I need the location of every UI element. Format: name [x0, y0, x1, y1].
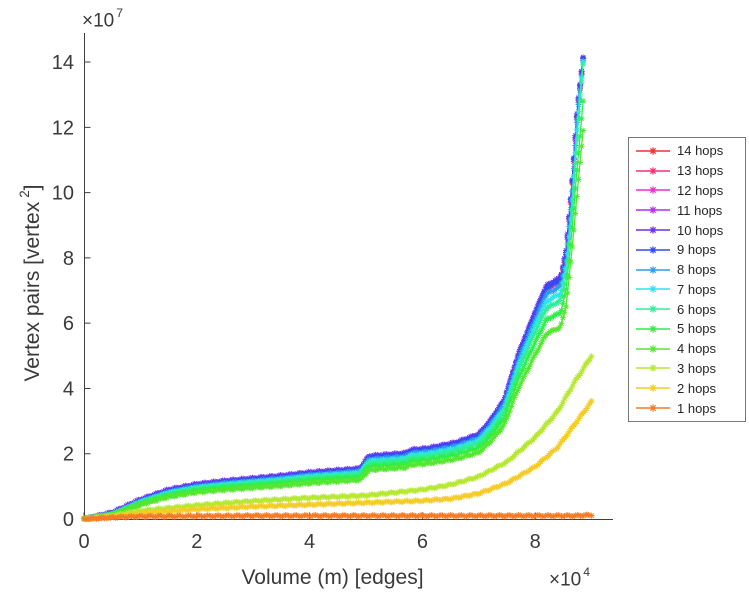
legend-sample-icon [636, 166, 670, 175]
legend-sample-icon [636, 325, 670, 333]
y-tick-label: 14 [52, 52, 74, 74]
legend-item-label: 14 hops [677, 143, 724, 159]
legend-item: 5 hops [634, 320, 743, 338]
legend-item: 11 hops [634, 201, 743, 219]
series-markers-11-hops [80, 55, 587, 522]
y-axis-multiplier-base: ×10 [82, 10, 115, 32]
legend-item-label: 3 hops [677, 360, 717, 376]
legend-item-label: 13 hops [677, 163, 724, 179]
legend-item: 7 hops [634, 280, 743, 298]
y-tick-label: 2 [63, 444, 74, 466]
series-markers-10-hops [80, 54, 587, 523]
legend-item: 13 hops [634, 162, 743, 180]
legend-item-label: 8 hops [677, 262, 717, 278]
legend-item: 8 hops [634, 261, 743, 279]
x-axis-multiplier: ×10 4 [549, 565, 590, 591]
legend-item: 6 hops [634, 300, 743, 318]
x-axis-multiplier-exponent: 4 [583, 565, 590, 580]
y-axis-label-exponent: 2 [16, 190, 32, 198]
y-tick-label: 10 [52, 183, 74, 205]
legend-sample-icon [636, 186, 670, 195]
legend-item-label: 2 hops [677, 380, 717, 396]
legend: 14 hops 13 hops 12 hops 11 hops 10 hops 9 hop… [628, 137, 746, 422]
legend-item: 4 hops [634, 340, 743, 358]
legend-item: 3 hops [634, 359, 743, 377]
series-markers-7-hops [80, 58, 587, 523]
legend-sample-icon [636, 226, 670, 234]
legend-item: 12 hops [634, 181, 743, 199]
series-markers-14-hops [80, 57, 587, 523]
legend-item-label: 4 hops [677, 341, 717, 357]
legend-sample-icon [636, 384, 670, 393]
legend-sample-icon [636, 305, 670, 313]
series-markers-6-hops [80, 61, 587, 523]
legend-item-label: 11 hops [677, 202, 723, 218]
y-tick-label: 12 [52, 117, 74, 139]
legend-item-label: 12 hops [677, 182, 724, 198]
series-markers-4-hops [80, 127, 587, 522]
legend-item: 1 hops [634, 399, 743, 417]
legend-item-label: 9 hops [677, 242, 717, 258]
series-line-5-hops [84, 100, 584, 520]
legend-sample-icon [636, 344, 670, 353]
series-line-11-hops [83, 58, 584, 520]
series-markers-13-hops [80, 57, 587, 523]
legend-item-label: 5 hops [677, 321, 717, 337]
series-line-13-hops [83, 60, 584, 520]
y-tick-label: 0 [63, 509, 74, 531]
legend-sample-icon [636, 147, 670, 155]
legend-item-label: 1 hops [677, 400, 717, 416]
y-axis-multiplier: ×10 7 [82, 6, 123, 32]
series-line-6-hops [83, 64, 584, 520]
series-markers-2-hops [80, 397, 595, 523]
y-tick-label: 4 [63, 378, 74, 400]
y-axis-label-text: Vertex pairs [vertex [21, 201, 44, 382]
y-tick-label: 8 [63, 248, 74, 270]
y-axis-label: Vertex pairs [vertex2] [16, 73, 45, 493]
series-markers-9-hops [80, 55, 587, 522]
y-tick-label: 6 [63, 313, 74, 335]
legend-sample-icon [636, 245, 670, 254]
legend-item: 14 hops [634, 142, 743, 160]
x-tick-label: 8 [530, 531, 541, 553]
x-tick-label: 2 [191, 531, 202, 553]
legend-item-label: 10 hops [677, 222, 724, 238]
series-line-12-hops [83, 58, 584, 520]
series-line-14-hops [83, 60, 584, 520]
series-line-10-hops [84, 57, 584, 520]
x-tick-label: 4 [304, 531, 315, 553]
legend-sample-icon [636, 265, 670, 274]
series-markers-12-hops [80, 55, 587, 523]
legend-sample-icon [636, 364, 670, 373]
legend-item: 9 hops [634, 241, 743, 259]
legend-sample-icon [636, 285, 670, 294]
series-line-8-hops [84, 60, 584, 520]
legend-item-label: 7 hops [677, 281, 717, 297]
legend-item: 10 hops [634, 221, 743, 239]
series-line-9-hops [83, 58, 584, 520]
axes [84, 33, 613, 520]
x-axis-multiplier-base: ×10 [549, 569, 582, 591]
legend-sample-icon [636, 206, 670, 215]
series-markers-8-hops [80, 57, 587, 523]
series-line-7-hops [83, 61, 584, 520]
x-tick-label: 6 [417, 531, 428, 553]
legend-item-label: 6 hops [677, 301, 717, 317]
y-axis-multiplier-exponent: 7 [116, 6, 123, 21]
x-axis-label: Volume (m) [edges] [241, 566, 424, 589]
legend-item: 2 hops [634, 379, 743, 397]
series-markers-1-hops [80, 511, 595, 523]
x-tick-label: 0 [78, 531, 89, 553]
legend-sample-icon [636, 404, 670, 412]
